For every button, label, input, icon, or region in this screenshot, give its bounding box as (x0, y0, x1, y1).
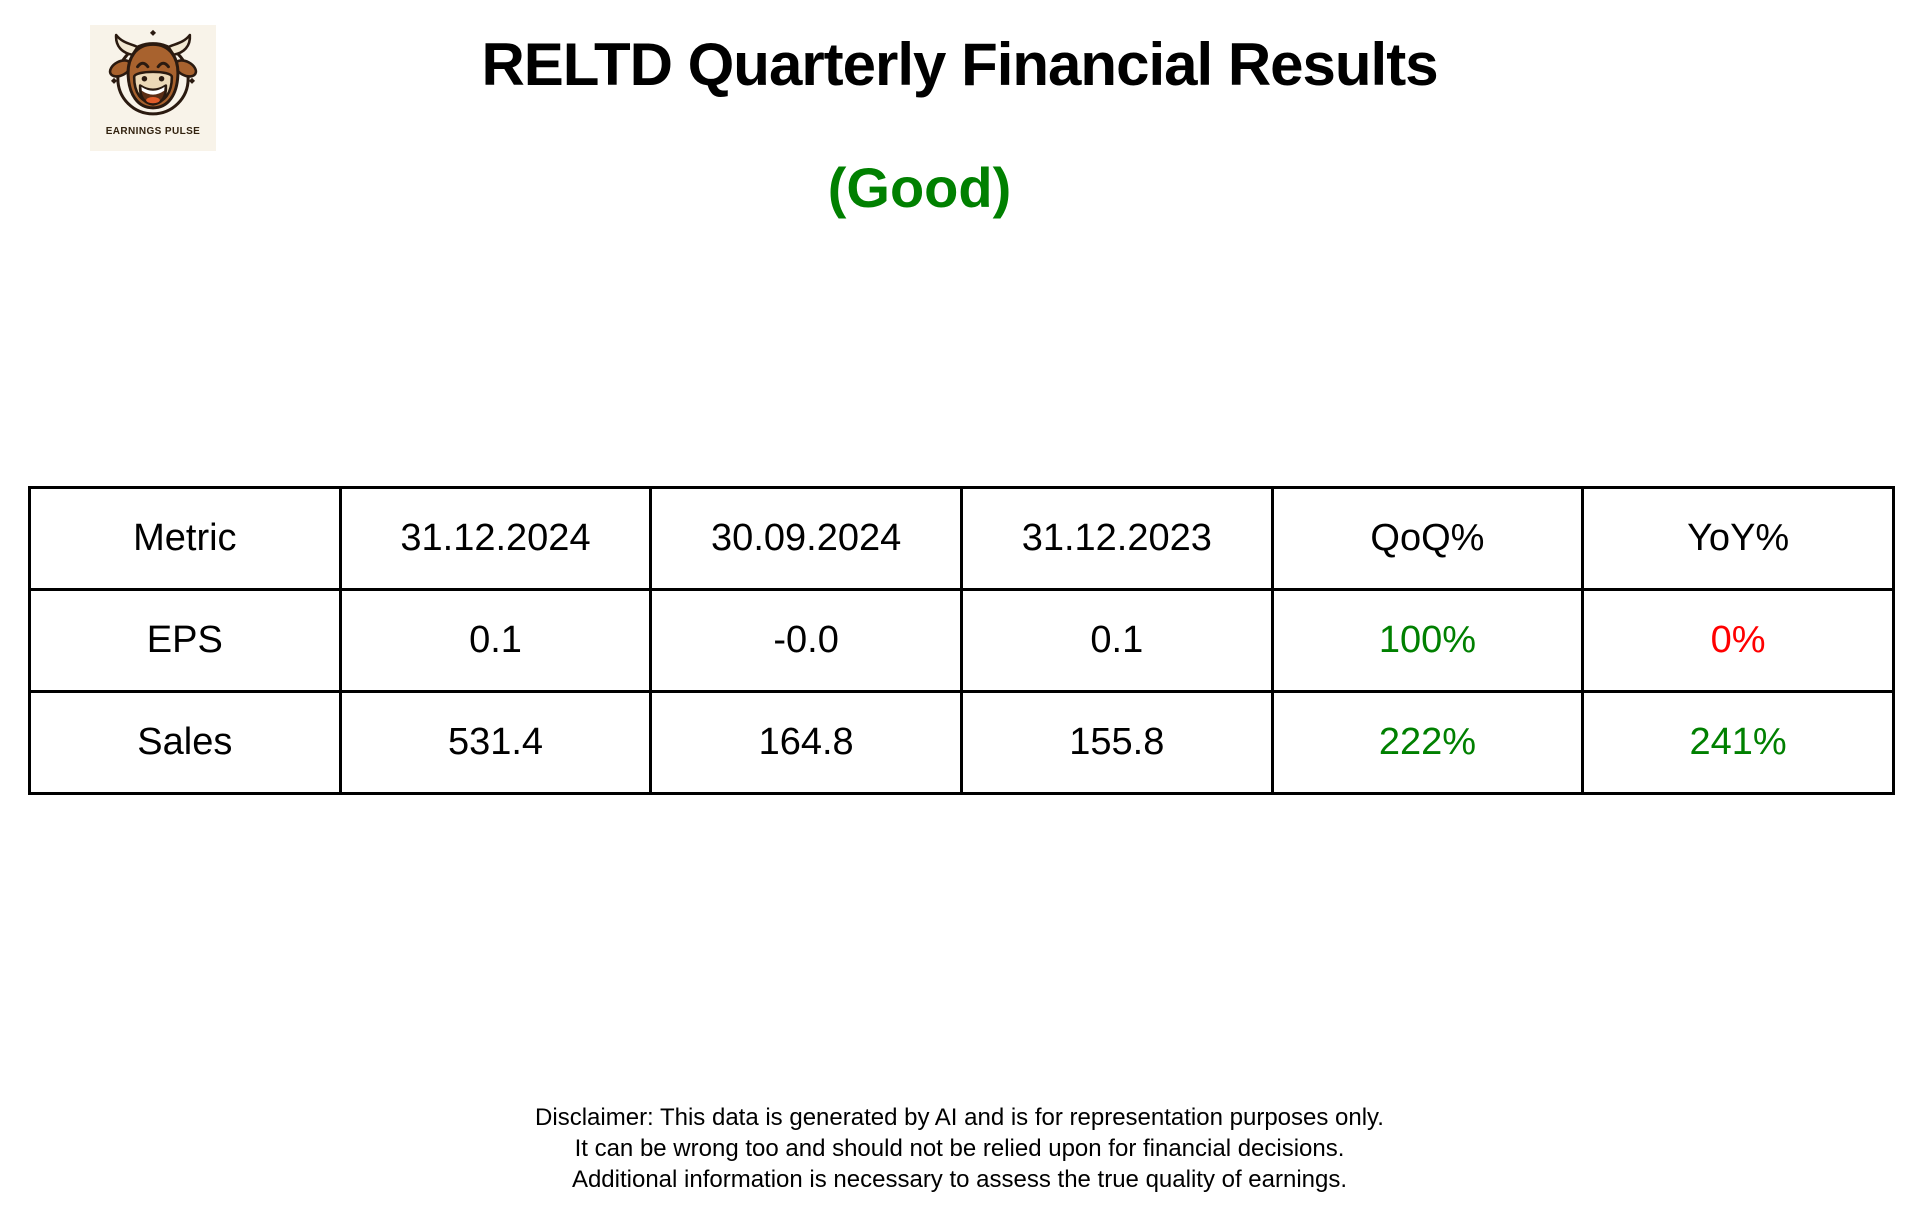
disclaimer-line: Additional information is necessary to a… (571, 1166, 1348, 1193)
table-row-eps: EPS 0.1 -0.0 0.1 100% 0% (28, 588, 1895, 693)
cell-yoy: 241% (1581, 690, 1895, 795)
cell-value: -0.0 (649, 588, 963, 693)
page-title: RELTD Quarterly Financial Results (481, 31, 1438, 98)
col-header-metric: Metric (28, 486, 342, 591)
col-header-q-current: 31.12.2024 (338, 486, 653, 591)
cell-value: 0.1 (959, 588, 1274, 693)
col-header-yoy: YoY% (1581, 486, 1895, 591)
cell-metric: EPS (28, 588, 342, 693)
col-header-q-previous: 30.09.2024 (649, 486, 963, 591)
earnings-pulse-logo: EARNINGS PULSE (90, 25, 216, 151)
cell-qoq: 222% (1270, 690, 1585, 795)
disclaimer: Disclaimer: This data is generated by AI… (0, 1102, 1919, 1195)
disclaimer-line: Disclaimer: This data is generated by AI… (535, 1104, 1384, 1131)
table-row-sales: Sales 531.4 164.8 155.8 222% 241% (28, 690, 1895, 795)
financials-table: Metric 31.12.2024 30.09.2024 31.12.2023 … (28, 486, 1895, 795)
cell-metric: Sales (28, 690, 342, 795)
verdict-label: (Good) (827, 156, 1012, 219)
col-header-qoq: QoQ% (1270, 486, 1585, 591)
cell-qoq: 100% (1270, 588, 1585, 693)
cell-yoy: 0% (1581, 588, 1895, 693)
cell-value: 164.8 (649, 690, 963, 795)
table-header-row: Metric 31.12.2024 30.09.2024 31.12.2023 … (28, 486, 1895, 591)
logo-caption: EARNINGS PULSE (105, 126, 201, 137)
laughing-bull-icon (108, 29, 198, 116)
cell-value: 531.4 (338, 690, 653, 795)
disclaimer-line: It can be wrong too and should not be re… (574, 1135, 1345, 1162)
cell-value: 0.1 (338, 588, 653, 693)
col-header-q-yearago: 31.12.2023 (959, 486, 1274, 591)
cell-value: 155.8 (959, 690, 1274, 795)
